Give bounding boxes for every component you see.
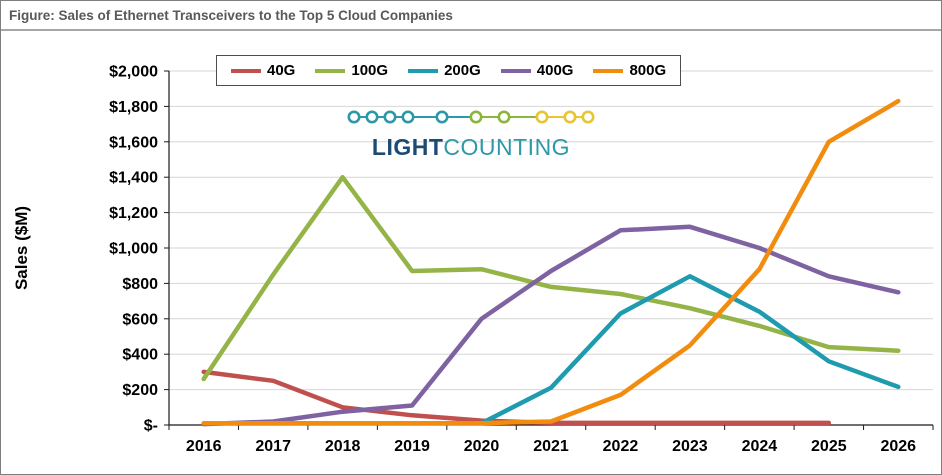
legend-item-100g: 100G: [315, 62, 388, 79]
fiber-node-icon: [563, 110, 577, 124]
fiber-node-icon: [383, 110, 397, 124]
y-tick-label: $1,600: [109, 134, 158, 151]
x-tick-label: 2021: [533, 438, 569, 455]
y-tick-label: $1,400: [109, 170, 158, 187]
x-tick-label: 2025: [811, 438, 847, 455]
legend-swatch-40g: [231, 68, 261, 73]
fiber-node-icon: [435, 110, 449, 124]
legend-item-800g: 800G: [593, 62, 666, 79]
y-tick-label: $1,200: [109, 205, 158, 222]
y-tick-label: $-: [144, 418, 158, 435]
x-tick-label: 2023: [672, 438, 708, 455]
x-tick-label: 2019: [394, 438, 430, 455]
legend-label-100g: 100G: [351, 62, 389, 79]
x-tick-label: 2024: [742, 438, 778, 455]
y-tick-label: $1,800: [109, 99, 158, 116]
y-tick-label: $800: [122, 276, 158, 293]
fiber-node-icon: [365, 110, 379, 124]
lightcounting-logo: LIGHTCOUNTING: [331, 107, 611, 161]
x-tick-label: 2026: [880, 438, 916, 455]
y-tick-label: $400: [122, 347, 158, 364]
logo-word-counting: COUNTING: [443, 134, 571, 160]
legend-swatch-400g: [500, 68, 531, 73]
legend-label-200g: 200G: [444, 62, 481, 79]
legend-swatch-200g: [408, 68, 439, 73]
x-tick-label: 2016: [186, 438, 222, 455]
legend-item-200g: 200G: [408, 62, 481, 79]
logo-wordmark: LIGHTCOUNTING: [331, 134, 611, 161]
series-line-40g: [201, 369, 832, 426]
fiber-node-icon: [469, 110, 483, 124]
x-tick-label: 2022: [603, 438, 639, 455]
series-line-100g: [201, 174, 901, 382]
x-tick-label: 2020: [464, 438, 500, 455]
legend-label-40g: 40G: [267, 62, 296, 79]
series-line-400g: [201, 224, 901, 427]
figure-title: Figure: Sales of Ethernet Transceivers t…: [1, 1, 941, 31]
x-tick-label: 2017: [255, 438, 291, 455]
fiber-node-icon: [535, 110, 549, 124]
fiber-node-icon: [581, 110, 595, 124]
legend-item-400g: 400G: [500, 62, 574, 79]
legend-item-40g: 40G: [231, 62, 295, 79]
sales-chart-svg: $- $200 $400 $600 $800 $1,000 $1,200 $1,400 $1,6…: [12, 64, 934, 455]
y-tick-label: $600: [122, 311, 158, 328]
x-tick-label: 2018: [325, 438, 361, 455]
y-axis-title: Sales ($M): [12, 206, 31, 290]
chart-legend: 40G 100G 200G 400G 800G: [216, 55, 682, 86]
y-tick-label: $1,000: [109, 241, 158, 258]
fiber-node-icon: [497, 110, 511, 124]
logo-fiber-chain-icon: [347, 110, 595, 124]
series-line-200g: [479, 274, 901, 426]
fiber-node-icon: [401, 110, 415, 124]
logo-word-light: LIGHT: [371, 134, 444, 160]
legend-label-400g: 400G: [536, 62, 574, 79]
legend-label-800g: 800G: [629, 62, 667, 79]
legend-swatch-100g: [315, 68, 346, 73]
series-line-800g: [201, 98, 901, 426]
y-tick-label: $2,000: [109, 64, 158, 81]
y-tick-label: $200: [122, 382, 158, 399]
fiber-node-icon: [347, 110, 361, 124]
legend-swatch-800g: [593, 68, 624, 73]
